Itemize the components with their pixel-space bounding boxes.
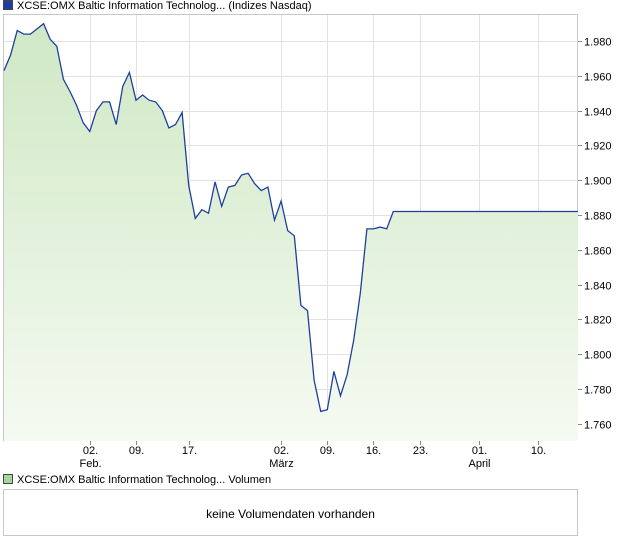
- x-tick-label: 02.: [274, 445, 289, 457]
- no-volume-message: keine Volumendaten vorhanden: [206, 507, 375, 521]
- x-tick-label: 17.: [182, 445, 197, 457]
- y-tick-label: 1.880: [584, 211, 612, 223]
- x-tick-label: 16.: [366, 445, 381, 457]
- y-tick-label: 1.900: [584, 176, 612, 188]
- month-label: April: [468, 458, 490, 470]
- volume-legend-label: XCSE:OMX Baltic Information Technolog...…: [17, 474, 272, 486]
- y-tick-label: 1.800: [584, 350, 612, 362]
- y-tick-label: 1.760: [584, 420, 612, 432]
- price-legend: XCSE:OMX Baltic Information Technolog...…: [3, 0, 312, 12]
- month-label: März: [269, 458, 293, 470]
- month-label: Feb.: [79, 458, 101, 470]
- x-tick-label: 23.: [413, 445, 428, 457]
- x-tick-label: 01.: [472, 445, 487, 457]
- x-tick-label: 10.: [531, 445, 546, 457]
- y-tick-label: 1.980: [584, 37, 612, 49]
- y-tick-label: 1.940: [584, 107, 612, 119]
- price-area-fill: [4, 23, 578, 441]
- volume-legend: XCSE:OMX Baltic Information Technolog...…: [3, 474, 271, 486]
- y-tick-label: 1.780: [584, 385, 612, 397]
- price-line: [3, 22, 578, 413]
- price-chart: 1.760 1.780 1.800 1.820 1.840 1.860 1.880 1.900…: [3, 14, 612, 470]
- y-tick-label: 1.860: [584, 246, 612, 258]
- x-tick-label: 02.: [83, 445, 98, 457]
- x-tick-label: 09.: [129, 445, 144, 457]
- volume-series-swatch: [3, 474, 13, 484]
- price-legend-label: XCSE:OMX Baltic Information Technolog...…: [17, 0, 312, 12]
- price-series-swatch: [3, 0, 13, 10]
- volume-panel: keine Volumendaten vorhanden: [3, 489, 578, 536]
- y-tick-label: 1.920: [584, 141, 612, 153]
- y-tick-label: 1.840: [584, 281, 612, 293]
- x-tick-label: 09.: [320, 445, 335, 457]
- y-tick-label: 1.960: [584, 72, 612, 84]
- y-tick-label: 1.820: [584, 315, 612, 327]
